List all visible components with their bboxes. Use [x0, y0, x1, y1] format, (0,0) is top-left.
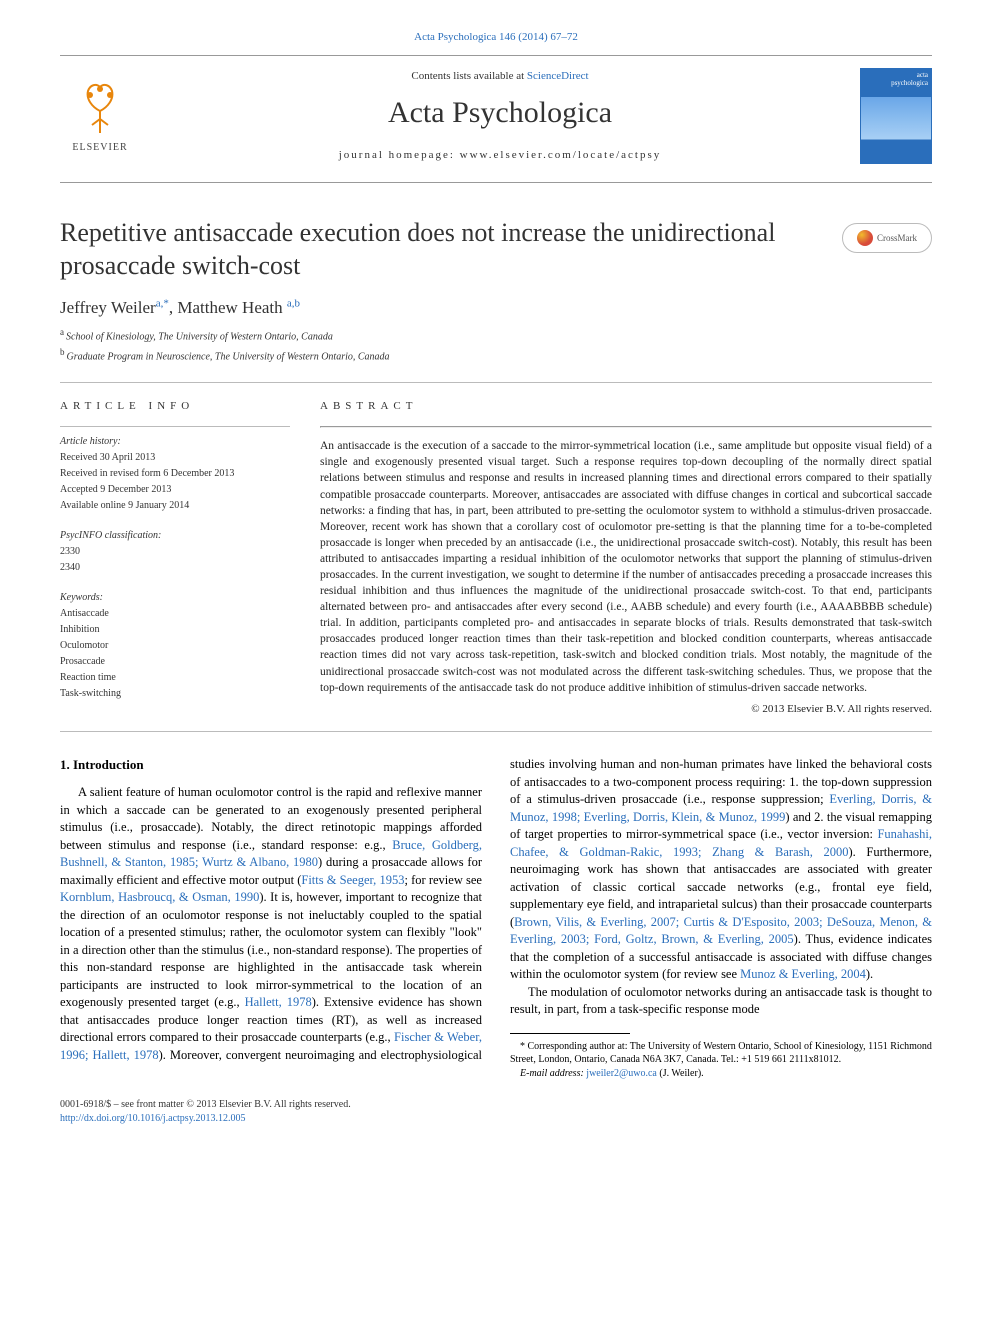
journal-homepage: journal homepage: www.elsevier.com/locat…: [140, 148, 860, 163]
history-online: Available online 9 January 2014: [60, 499, 290, 513]
journal-cover-thumb: acta psychologica: [860, 68, 932, 164]
aff-letter-a: a: [60, 327, 64, 337]
cover-label-bottom: psychologica: [891, 80, 928, 88]
keyword-6: Task-switching: [60, 687, 290, 701]
keyword-3: Oculomotor: [60, 639, 290, 653]
email-link[interactable]: jweiler2@uwo.ca: [586, 1068, 657, 1079]
publisher-name: ELSEVIER: [72, 141, 127, 155]
article-info-heading: article info: [60, 399, 290, 414]
doi-link[interactable]: http://dx.doi.org/10.1016/j.actpsy.2013.…: [60, 1112, 932, 1126]
section-heading-1: 1. Introduction: [60, 756, 482, 774]
article-info-column: article info Article history: Received 3…: [60, 399, 290, 717]
author-2-aff: a,b: [287, 298, 300, 310]
body-p2f: ).: [866, 967, 873, 981]
journal-title: Acta Psychologica: [140, 92, 860, 134]
abstract-heading: abstract: [320, 399, 932, 414]
contents-prefix: Contents lists available at: [411, 70, 526, 82]
rule: [60, 426, 290, 427]
sciencedirect-link[interactable]: ScienceDirect: [527, 70, 589, 82]
contents-line: Contents lists available at ScienceDirec…: [140, 69, 860, 84]
ref-link[interactable]: Munoz & Everling, 2004: [740, 967, 866, 981]
ref-link[interactable]: Kornblum, Hasbroucq, & Osman, 1990: [60, 890, 259, 904]
journal-header: ELSEVIER Contents lists available at Sci…: [60, 55, 932, 183]
author-2-name: , Matthew Heath: [169, 298, 283, 317]
abstract-copyright: © 2013 Elsevier B.V. All rights reserved…: [320, 702, 932, 717]
keyword-5: Reaction time: [60, 671, 290, 685]
aff-letter-b: b: [60, 347, 65, 357]
ref-link[interactable]: Fitts & Seeger, 1953: [301, 873, 404, 887]
crossmark-icon: [857, 230, 873, 246]
abstract-text: An antisaccade is the execution of a sac…: [320, 438, 932, 696]
author-1-name: Jeffrey Weiler: [60, 298, 156, 317]
psycinfo-1: 2330: [60, 545, 290, 559]
keywords-label: Keywords:: [60, 591, 290, 605]
abstract-column: abstract An antisaccade is the execution…: [320, 399, 932, 717]
body-p3: The modulation of oculomotor networks du…: [510, 984, 932, 1019]
body-p1e: ). Extensive evidence has: [312, 995, 450, 1009]
keyword-4: Prosaccade: [60, 655, 290, 669]
footnotes: * Corresponding author at: The Universit…: [510, 1040, 932, 1081]
article-title: Repetitive antisaccade execution does no…: [60, 217, 800, 282]
crossmark-badge[interactable]: CrossMark: [842, 223, 932, 253]
footnote-separator: [510, 1033, 630, 1034]
rule: [60, 382, 932, 383]
corresponding-author: Corresponding author at: The University …: [510, 1041, 932, 1066]
keyword-2: Inhibition: [60, 623, 290, 637]
elsevier-tree-icon: [70, 77, 130, 137]
rule: [60, 731, 932, 732]
journal-reference: Acta Psychologica 146 (2014) 67–72: [60, 30, 932, 45]
affiliations: aSchool of Kinesiology, The University o…: [60, 326, 932, 364]
affiliation-a: School of Kinesiology, The University of…: [66, 332, 333, 343]
rule: [320, 426, 932, 428]
crossmark-label: CrossMark: [877, 232, 917, 245]
footer-copyright: 0001-6918/$ – see front matter © 2013 El…: [60, 1098, 932, 1112]
authors: Jeffrey Weilera,*, Matthew Heath a,b: [60, 296, 932, 320]
history-revised: Received in revised form 6 December 2013: [60, 467, 290, 481]
psycinfo-2: 2340: [60, 561, 290, 575]
affiliation-b: Graduate Program in Neuroscience, The Un…: [67, 351, 390, 362]
body-p1c: ; for review see: [404, 873, 482, 887]
body-p1d: ). It is, however, important to recogniz…: [60, 890, 482, 1009]
history-received: Received 30 April 2013: [60, 451, 290, 465]
body-text: 1. Introduction A salient feature of hum…: [60, 756, 932, 1080]
elsevier-logo: ELSEVIER: [60, 71, 140, 161]
corr-mark: *: [520, 1041, 528, 1052]
psycinfo-label: PsycINFO classification:: [60, 529, 290, 543]
ref-link[interactable]: Hallett, 1978: [245, 995, 312, 1009]
history-accepted: Accepted 9 December 2013: [60, 483, 290, 497]
page-footer: 0001-6918/$ – see front matter © 2013 El…: [60, 1098, 932, 1126]
history-label: Article history:: [60, 435, 290, 449]
email-label: E-mail address:: [520, 1068, 584, 1079]
email-suffix: (J. Weiler).: [659, 1068, 703, 1079]
keyword-1: Antisaccade: [60, 607, 290, 621]
